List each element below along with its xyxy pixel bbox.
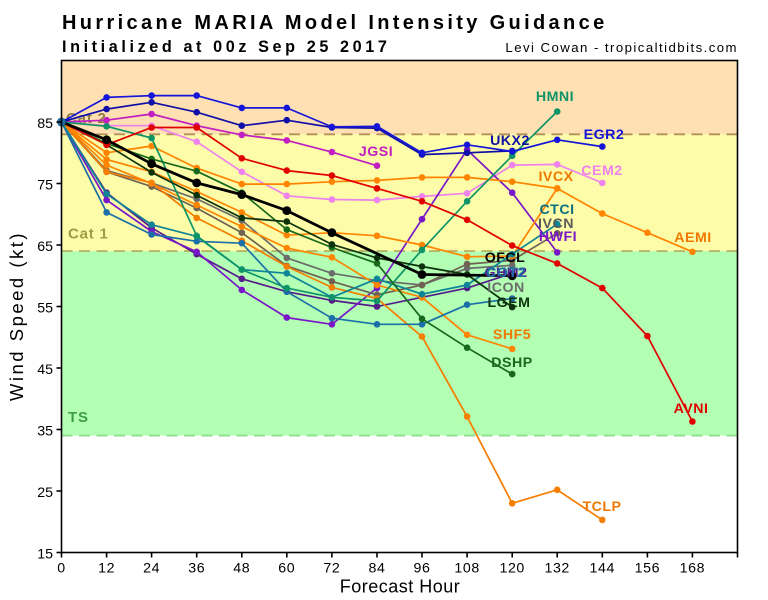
svg-text:65: 65 bbox=[37, 239, 53, 255]
svg-text:35: 35 bbox=[37, 423, 53, 439]
svg-text:GHM2: GHM2 bbox=[485, 265, 528, 281]
svg-text:CTCI: CTCI bbox=[539, 202, 574, 218]
svg-text:48: 48 bbox=[233, 561, 250, 577]
svg-text:DSHP: DSHP bbox=[491, 355, 532, 371]
svg-text:108: 108 bbox=[454, 561, 479, 577]
svg-text:TCLP: TCLP bbox=[582, 499, 621, 515]
svg-text:AVNI: AVNI bbox=[674, 401, 709, 417]
svg-text:144: 144 bbox=[590, 561, 615, 577]
svg-text:0: 0 bbox=[57, 561, 66, 577]
svg-text:45: 45 bbox=[37, 362, 53, 378]
svg-text:36: 36 bbox=[188, 561, 205, 577]
svg-text:CEM2: CEM2 bbox=[581, 163, 622, 179]
svg-text:55: 55 bbox=[37, 300, 53, 316]
svg-text:Forecast Hour: Forecast Hour bbox=[340, 577, 461, 597]
svg-text:24: 24 bbox=[143, 561, 160, 577]
svg-text:96: 96 bbox=[414, 561, 431, 577]
svg-text:Cat 1: Cat 1 bbox=[68, 226, 109, 243]
svg-text:AEMI: AEMI bbox=[674, 230, 711, 246]
svg-text:JGSI: JGSI bbox=[359, 144, 393, 160]
svg-text:132: 132 bbox=[544, 561, 569, 577]
svg-text:85: 85 bbox=[37, 116, 53, 132]
svg-text:168: 168 bbox=[680, 561, 705, 577]
svg-text:Levi Cowan - tropicaltidbits.c: Levi Cowan - tropicaltidbits.com bbox=[505, 40, 738, 55]
svg-text:IVCN: IVCN bbox=[538, 216, 574, 232]
svg-text:Wind Speed (kt): Wind Speed (kt) bbox=[6, 231, 27, 401]
svg-text:EGR2: EGR2 bbox=[584, 127, 625, 143]
svg-text:84: 84 bbox=[369, 561, 386, 577]
svg-text:UKX2: UKX2 bbox=[490, 133, 530, 149]
svg-text:LGEM: LGEM bbox=[488, 295, 531, 311]
svg-text:Initialized at 00z Sep 25 2017: Initialized at 00z Sep 25 2017 bbox=[62, 38, 390, 56]
svg-text:IVCX: IVCX bbox=[538, 169, 573, 185]
svg-text:25: 25 bbox=[37, 485, 53, 501]
svg-text:COT2: COT2 bbox=[486, 265, 526, 281]
svg-text:HWFI: HWFI bbox=[539, 229, 577, 245]
svg-text:75: 75 bbox=[37, 177, 53, 193]
svg-text:HMNI: HMNI bbox=[536, 89, 574, 105]
svg-text:SHF5: SHF5 bbox=[493, 327, 531, 343]
svg-text:72: 72 bbox=[323, 561, 340, 577]
svg-text:156: 156 bbox=[635, 561, 660, 577]
svg-text:60: 60 bbox=[278, 561, 295, 577]
svg-text:Hurricane MARIA Model Intensit: Hurricane MARIA Model Intensity Guidance bbox=[62, 12, 608, 34]
svg-text:OFCL: OFCL bbox=[485, 250, 526, 266]
svg-text:TS: TS bbox=[68, 409, 89, 426]
svg-text:15: 15 bbox=[37, 546, 53, 562]
svg-text:12: 12 bbox=[98, 561, 115, 577]
svg-text:ICON: ICON bbox=[487, 280, 524, 296]
svg-text:120: 120 bbox=[499, 561, 524, 577]
